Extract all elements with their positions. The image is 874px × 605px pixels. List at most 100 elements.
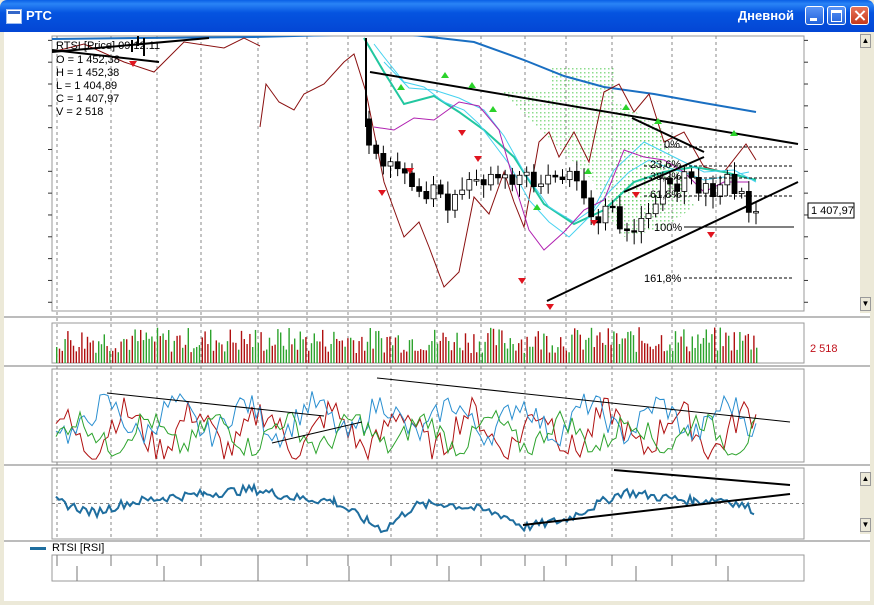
volume-bar-up [711, 334, 713, 363]
volume-bar-up [702, 338, 705, 363]
volume-bar-up [64, 339, 66, 363]
volume-bar-up [604, 344, 607, 363]
rsi-scroll-down[interactable]: ▼ [860, 518, 871, 532]
volume-bar-up [238, 349, 240, 363]
candle-down [588, 197, 595, 218]
volume-bar-down [260, 332, 262, 363]
candle-up [387, 161, 394, 167]
maximize-button[interactable] [827, 6, 846, 25]
volume-bar-up [630, 331, 632, 363]
rsi-trendline [613, 469, 791, 486]
bollinger-brown-line [259, 53, 757, 288]
candle-down [444, 193, 451, 211]
dmi-plus-line [55, 391, 757, 449]
volume-bar-down [207, 344, 209, 363]
volume-bar-down [176, 335, 178, 363]
panel-frame-2 [51, 368, 805, 463]
candle-up [638, 218, 645, 232]
volume-bar-up [288, 327, 290, 363]
candle-up [538, 183, 544, 187]
volume-bar-up [313, 333, 315, 363]
volume-bar-up [366, 341, 369, 363]
rsi-scroll-up[interactable]: ▲ [860, 472, 871, 486]
volume-bar-up [151, 336, 153, 363]
info-volume: V = 2 518 [56, 106, 103, 118]
price-scroll-down[interactable]: ▼ [860, 297, 871, 311]
volume-bar-up [428, 344, 430, 363]
candle-down [437, 184, 444, 195]
bollinger-brown-line-left [52, 37, 261, 73]
fractal-up-marker [533, 204, 541, 210]
volume-bar-down [361, 336, 363, 363]
volume-bar-down [240, 330, 243, 363]
volume-bar-down [400, 352, 402, 363]
candle-up [566, 170, 573, 181]
minimize-button[interactable] [805, 6, 824, 25]
fib-label-61: 61,8% [650, 189, 681, 201]
volume-bar-down [67, 331, 69, 363]
volume-bar-down [540, 349, 542, 363]
volume-bar-up [137, 341, 139, 363]
volume-bar-up [162, 333, 164, 363]
candle-down [552, 174, 559, 178]
candle-up [516, 174, 523, 185]
volume-bar-down [501, 330, 503, 363]
volume-bar-up [333, 331, 335, 363]
volume-bar-down [319, 341, 321, 363]
volume-bar-up [571, 334, 573, 363]
volume-bar-down [733, 332, 735, 363]
volume-bar-down [61, 350, 63, 363]
candle-down [401, 168, 408, 174]
volume-bar-down [249, 333, 251, 363]
panel-frame-1 [51, 322, 805, 364]
volume-bar-up [621, 338, 623, 363]
volume-bar-up [529, 346, 531, 363]
volume-bar-up [498, 329, 500, 363]
candle-up [452, 194, 458, 211]
volume-bar-up [719, 327, 721, 363]
volume-bar-down [184, 344, 187, 363]
fractal-down-marker [406, 168, 414, 174]
volume-bar-down [624, 338, 626, 363]
price-scroll-up[interactable]: ▲ [860, 34, 871, 48]
volume-bar-down [646, 343, 649, 363]
volume-bar-up [218, 342, 220, 363]
candle-up [738, 190, 745, 194]
volume-bar-down [243, 339, 245, 363]
volume-bar-down [442, 332, 444, 363]
rsi-legend-label: RTSI [RSI] [52, 542, 105, 554]
title-bar[interactable]: РТС Дневной [0, 0, 874, 32]
volume-bar-down [644, 343, 646, 363]
close-button[interactable] [850, 6, 869, 25]
volume-bar-down [92, 340, 94, 363]
volume-bar-up [280, 332, 282, 363]
volume-bar-up [128, 349, 131, 363]
fractal-up-marker [654, 118, 662, 124]
candle-down [373, 144, 380, 154]
volume-bar-down [537, 331, 539, 363]
volume-bar-up [484, 341, 486, 363]
volume-bar-down [179, 335, 181, 363]
volume-bar-up [705, 329, 707, 363]
candle-up [545, 174, 552, 185]
volume-bar-up [117, 352, 119, 363]
volume-bar-up [285, 349, 287, 363]
volume-bar-down [58, 348, 61, 363]
volume-bar-down [263, 350, 265, 363]
volume-bar-up [254, 329, 257, 363]
volume-bar-up [568, 352, 570, 363]
volume-bar-up [512, 344, 514, 363]
price-scrollbar[interactable] [860, 32, 870, 313]
rsi-scrollbar[interactable] [860, 472, 870, 534]
chart-canvas[interactable]: RTSI [Price] 09.12.11 O = 1 452,38 H = 1… [4, 32, 870, 601]
volume-bar-down [554, 352, 556, 363]
volume-bar-down [406, 351, 408, 363]
volume-bar-up [187, 328, 189, 363]
volume-bar-up [716, 350, 719, 363]
volume-bar-down [229, 329, 231, 363]
volume-bar-up [613, 331, 615, 363]
volume-bar-up [691, 336, 693, 363]
volume-bar-down [271, 345, 273, 363]
volume-bar-down [131, 335, 133, 363]
